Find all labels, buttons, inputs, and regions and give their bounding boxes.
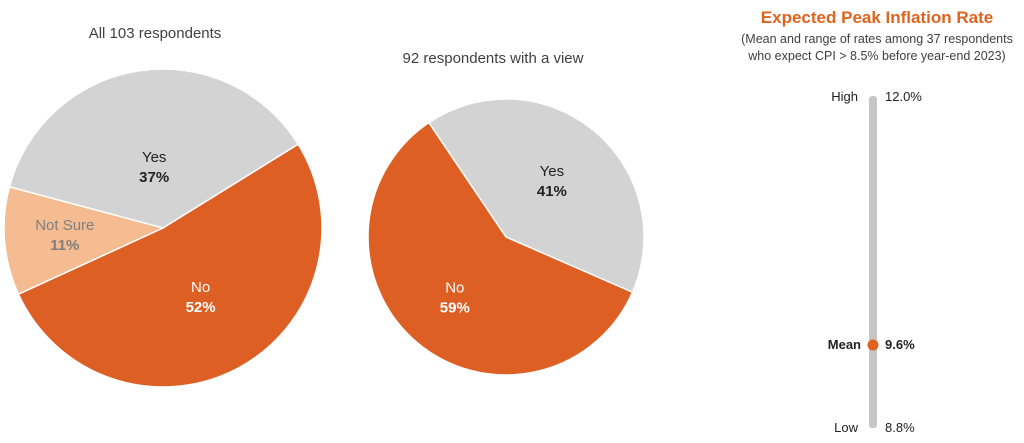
pie2-title: 92 respondents with a view xyxy=(403,50,584,67)
range-low-label: Low xyxy=(834,420,858,435)
range-high-label: High xyxy=(831,89,858,104)
pie-chart-respondents-with-view: 92 respondents with a view Yes 41% No 59% xyxy=(367,50,645,376)
pie2-label-no: No xyxy=(445,280,464,297)
range-high-value: 12.0% xyxy=(885,89,922,104)
pie1-label-no: No xyxy=(191,279,210,296)
pie2-value-no: 59% xyxy=(440,300,470,317)
range-chart-title: Expected Peak Inflation Rate xyxy=(761,8,993,27)
range-chart-subtitle-line-1: (Mean and range of rates among 37 respon… xyxy=(741,32,1013,46)
pie2-label-yes: Yes xyxy=(540,163,564,180)
pie1-label-not-sure: Not Sure xyxy=(35,217,94,234)
range-mean-value: 9.6% xyxy=(885,337,915,352)
pie2-slice-yes xyxy=(427,98,645,294)
range-mean-marker xyxy=(867,339,879,351)
pie1-value-yes: 37% xyxy=(139,169,169,186)
pie2-value-yes: 41% xyxy=(537,183,567,200)
range-mean-label: Mean xyxy=(828,337,861,352)
range-chart-subtitle-line-2: who expect CPI > 8.5% before year-end 20… xyxy=(747,49,1005,63)
pie1-value-no: 52% xyxy=(186,299,216,316)
range-bar xyxy=(869,96,877,428)
pie1-title: All 103 respondents xyxy=(89,25,222,42)
pie1-label-yes: Yes xyxy=(142,149,166,166)
peak-inflation-range-chart: Expected Peak Inflation Rate (Mean and r… xyxy=(741,8,1013,435)
pie-chart-all-respondents: All 103 respondents Yes 37% No 52% Not Sure 1… xyxy=(3,25,323,388)
pie1-slice-not-sure xyxy=(3,185,166,296)
pie1-value-not-sure: 11% xyxy=(50,237,79,254)
pie1-slice-no xyxy=(17,143,323,388)
range-low-value: 8.8% xyxy=(885,420,915,435)
pie2-slice-no xyxy=(367,121,634,376)
